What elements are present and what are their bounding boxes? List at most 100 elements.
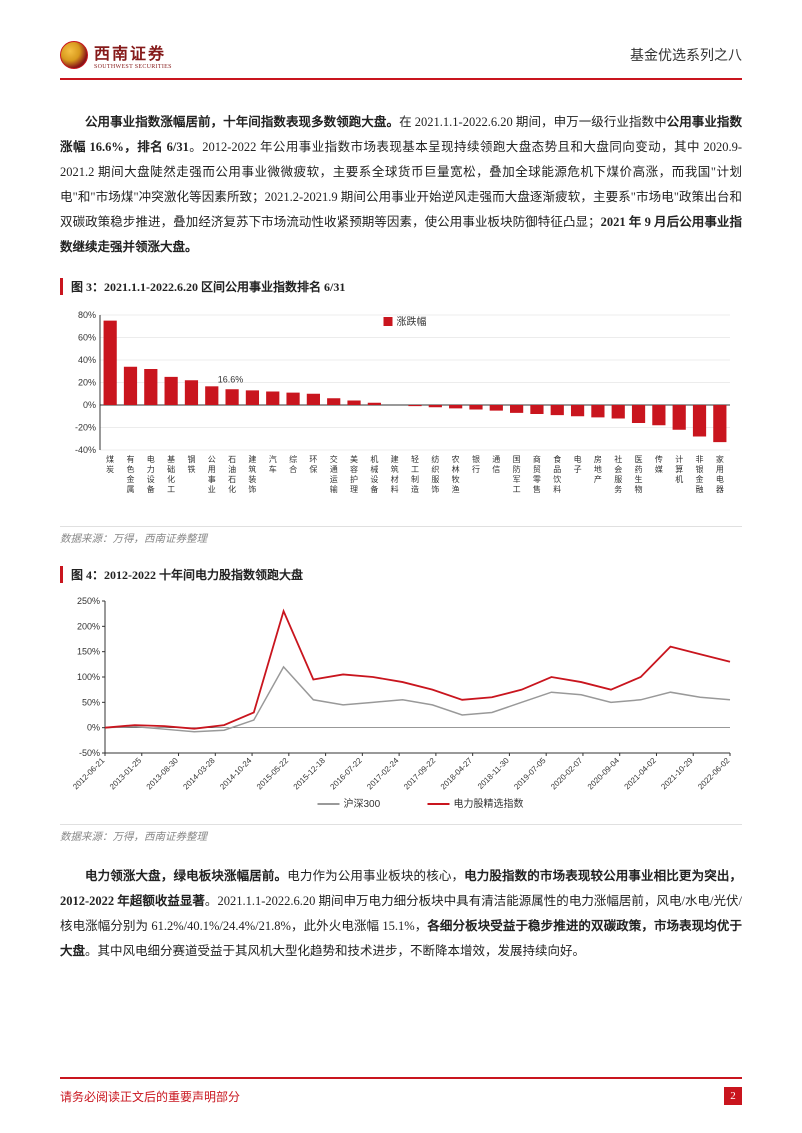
svg-text:备: 备 — [370, 484, 378, 494]
svg-text:饰: 饰 — [431, 484, 439, 494]
svg-text:石: 石 — [228, 475, 236, 484]
svg-text:沪深300: 沪深300 — [344, 797, 381, 810]
logo-cn-text: 西南证券 — [94, 40, 172, 64]
svg-text:服: 服 — [431, 475, 439, 484]
svg-text:通: 通 — [492, 454, 500, 464]
header-series-title: 基金优选系列之八 — [630, 45, 742, 65]
svg-text:计: 计 — [675, 454, 683, 464]
svg-text:-20%: -20% — [75, 423, 96, 433]
chart4-title: 图 4：2012-2022 十年间电力股指数领跑大盘 — [60, 566, 742, 583]
svg-text:60%: 60% — [78, 333, 96, 343]
footer-disclaimer: 请务必阅读正文后的重要声明部分 — [60, 1088, 240, 1105]
svg-text:化: 化 — [167, 474, 175, 484]
svg-text:50%: 50% — [82, 697, 100, 707]
svg-text:0%: 0% — [83, 400, 96, 410]
svg-text:信: 信 — [492, 464, 500, 474]
svg-text:行: 行 — [472, 464, 480, 474]
svg-text:力: 力 — [147, 464, 155, 474]
svg-text:织: 织 — [431, 464, 439, 474]
svg-text:防: 防 — [513, 464, 521, 474]
svg-text:2022-06-02: 2022-06-02 — [696, 756, 732, 792]
svg-text:非: 非 — [696, 454, 704, 464]
svg-text:汽: 汽 — [269, 454, 277, 464]
svg-text:250%: 250% — [77, 596, 100, 606]
svg-text:设: 设 — [147, 474, 155, 484]
svg-text:-50%: -50% — [79, 748, 100, 758]
svg-text:生: 生 — [635, 474, 643, 484]
svg-text:电: 电 — [716, 474, 724, 484]
svg-text:传: 传 — [655, 454, 663, 464]
svg-text:纺: 纺 — [431, 454, 439, 464]
svg-text:设: 设 — [370, 474, 378, 484]
svg-text:融: 融 — [696, 484, 704, 494]
svg-text:备: 备 — [147, 484, 155, 494]
svg-text:工: 工 — [411, 465, 419, 474]
page-footer: 请务必阅读正文后的重要声明部分 2 — [60, 1077, 742, 1105]
svg-text:炭: 炭 — [106, 465, 114, 474]
logo: 西南证券 SOUTHWEST SECURITIES — [60, 40, 172, 70]
svg-text:子: 子 — [574, 465, 582, 474]
svg-text:化: 化 — [228, 484, 236, 494]
svg-text:贸: 贸 — [533, 464, 541, 474]
svg-text:钢: 钢 — [187, 454, 195, 464]
svg-text:国: 国 — [513, 455, 521, 464]
svg-text:输: 输 — [330, 484, 338, 494]
svg-text:制: 制 — [411, 474, 419, 484]
svg-text:家: 家 — [716, 454, 724, 464]
svg-text:通: 通 — [330, 464, 338, 474]
paragraph-1: 公用事业指数涨幅居前，十年间指数表现多数领跑大盘。在 2021.1.1-2022… — [60, 110, 742, 260]
svg-text:2021-04-02: 2021-04-02 — [623, 756, 659, 792]
svg-text:2018-11-30: 2018-11-30 — [476, 756, 511, 791]
svg-text:煤: 煤 — [106, 454, 114, 464]
chart4-line-chart: 250%200%150%100%50%0%-50%2012-06-212013-… — [60, 593, 740, 813]
svg-text:金: 金 — [126, 474, 134, 484]
svg-text:合: 合 — [289, 464, 297, 474]
svg-text:料: 料 — [391, 484, 399, 494]
svg-text:房: 房 — [594, 454, 602, 464]
svg-text:林: 林 — [452, 464, 460, 474]
svg-text:电: 电 — [147, 454, 155, 464]
svg-text:筑: 筑 — [248, 464, 256, 474]
svg-text:社: 社 — [614, 454, 622, 464]
svg-text:2014-10-24: 2014-10-24 — [218, 756, 254, 792]
svg-text:2018-04-27: 2018-04-27 — [439, 756, 475, 792]
svg-text:运: 运 — [330, 475, 338, 484]
svg-text:0%: 0% — [87, 723, 100, 733]
svg-text:80%: 80% — [78, 310, 96, 320]
svg-text:2013-01-25: 2013-01-25 — [108, 756, 144, 792]
svg-text:医: 医 — [635, 455, 643, 464]
svg-text:渔: 渔 — [452, 484, 460, 494]
chart4-source: 数据来源：万得，西南证券整理 — [60, 824, 742, 844]
svg-text:建: 建 — [391, 454, 399, 464]
svg-text:2017-09-22: 2017-09-22 — [402, 756, 438, 792]
svg-text:机: 机 — [675, 474, 683, 484]
svg-text:银: 银 — [472, 454, 480, 464]
svg-text:2015-05-22: 2015-05-22 — [255, 756, 291, 792]
svg-text:交: 交 — [330, 454, 338, 464]
svg-text:用: 用 — [208, 465, 216, 474]
svg-text:2020-02-07: 2020-02-07 — [549, 756, 585, 792]
svg-text:饮: 饮 — [553, 474, 561, 484]
svg-text:理: 理 — [350, 485, 358, 494]
svg-text:150%: 150% — [77, 647, 100, 657]
svg-text:色: 色 — [126, 464, 134, 474]
svg-text:电力股精选指数: 电力股精选指数 — [454, 797, 524, 810]
svg-text:容: 容 — [350, 464, 358, 474]
svg-text:2020-09-04: 2020-09-04 — [586, 756, 622, 792]
svg-text:物: 物 — [635, 484, 643, 494]
svg-text:饰: 饰 — [248, 484, 256, 494]
svg-text:2021-10-29: 2021-10-29 — [659, 756, 695, 792]
svg-text:16.6%: 16.6% — [218, 374, 244, 384]
svg-text:军: 军 — [513, 475, 521, 484]
svg-text:银: 银 — [696, 464, 704, 474]
svg-text:电: 电 — [574, 454, 582, 464]
svg-text:算: 算 — [675, 464, 683, 474]
svg-text:务: 务 — [614, 484, 622, 494]
svg-text:器: 器 — [716, 485, 724, 494]
svg-text:建: 建 — [248, 454, 256, 464]
svg-text:品: 品 — [553, 465, 561, 474]
svg-text:金: 金 — [696, 474, 704, 484]
svg-text:农: 农 — [452, 454, 460, 464]
page-number: 2 — [724, 1087, 742, 1105]
paragraph-2: 电力领涨大盘，绿电板块涨幅居前。电力作为公用事业板块的核心，电力股指数的市场表现… — [60, 864, 742, 964]
